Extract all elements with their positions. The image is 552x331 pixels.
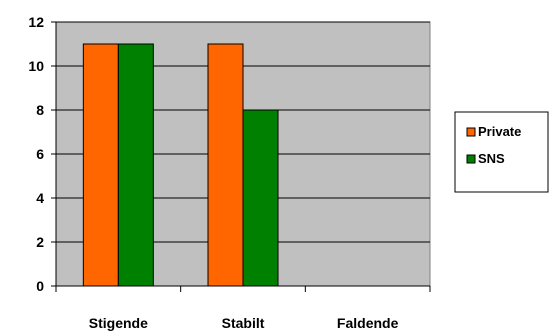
bar-private-stabilt xyxy=(207,43,244,287)
y-tick-label: 12 xyxy=(28,14,44,30)
bar-sns-stigende xyxy=(117,43,154,287)
bar-private-stigende xyxy=(82,43,119,287)
y-tick-label: 10 xyxy=(28,58,44,74)
legend-label-private: Private xyxy=(478,124,521,139)
legend-swatch-private xyxy=(466,127,476,137)
x-tick-label: Faldende xyxy=(337,315,399,331)
legend-box xyxy=(454,111,549,193)
legend-label-sns: SNS xyxy=(478,151,505,166)
y-tick-label: 8 xyxy=(36,102,44,118)
y-tick-label: 6 xyxy=(36,146,44,162)
x-tick-label: Stabilt xyxy=(222,315,265,331)
legend: Private SNS xyxy=(454,111,549,193)
y-tick-label: 4 xyxy=(36,190,44,206)
x-tick-labels: Stigende Stabilt Faldende xyxy=(89,315,399,331)
bar-sns-stabilt xyxy=(242,109,279,287)
legend-swatch-sns xyxy=(466,154,476,164)
bars xyxy=(82,43,279,287)
y-tick-label: 2 xyxy=(36,234,44,250)
y-tick-label: 0 xyxy=(36,278,44,294)
y-tick-labels: 0 2 4 6 8 10 12 xyxy=(28,14,44,294)
axes xyxy=(51,21,431,292)
x-tick-label: Stigende xyxy=(89,315,148,331)
